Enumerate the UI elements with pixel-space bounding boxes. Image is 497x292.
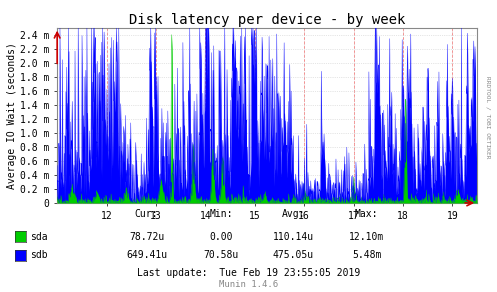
Text: Cur:: Cur: — [135, 209, 159, 219]
Text: 110.14u: 110.14u — [273, 232, 314, 241]
Text: 12.10m: 12.10m — [349, 232, 384, 241]
Text: sdb: sdb — [30, 251, 47, 260]
Text: Min:: Min: — [209, 209, 233, 219]
Text: Munin 1.4.6: Munin 1.4.6 — [219, 280, 278, 289]
Text: 0.00: 0.00 — [209, 232, 233, 241]
Text: Last update:  Tue Feb 19 23:55:05 2019: Last update: Tue Feb 19 23:55:05 2019 — [137, 268, 360, 278]
Text: 475.05u: 475.05u — [273, 251, 314, 260]
Text: Avg:: Avg: — [281, 209, 305, 219]
Text: 649.41u: 649.41u — [126, 251, 167, 260]
Text: 70.58u: 70.58u — [204, 251, 239, 260]
Text: Max:: Max: — [355, 209, 379, 219]
Text: sda: sda — [30, 232, 47, 241]
Text: 78.72u: 78.72u — [129, 232, 164, 241]
Text: RRDTOOL / TOBI OETIKER: RRDTOOL / TOBI OETIKER — [486, 76, 491, 158]
Text: 5.48m: 5.48m — [352, 251, 382, 260]
Title: Disk latency per device - by week: Disk latency per device - by week — [129, 13, 406, 27]
Y-axis label: Average IO Wait (seconds): Average IO Wait (seconds) — [7, 42, 17, 189]
